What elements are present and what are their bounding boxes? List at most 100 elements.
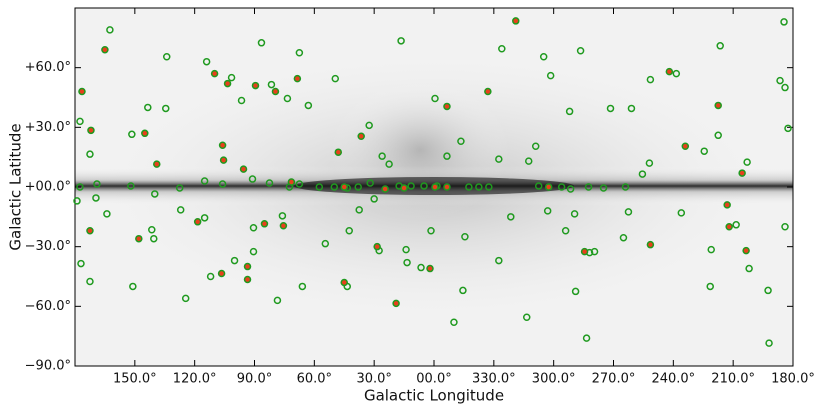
point xyxy=(176,206,185,214)
point xyxy=(73,197,81,205)
point xyxy=(193,218,202,226)
point xyxy=(239,165,248,173)
point xyxy=(571,287,580,296)
point xyxy=(531,142,540,150)
x-axis-label: Galactic Longitude xyxy=(364,387,504,405)
point xyxy=(287,178,296,186)
point xyxy=(283,94,292,103)
point xyxy=(370,195,378,203)
point xyxy=(150,234,158,243)
point xyxy=(151,190,159,198)
point xyxy=(218,180,227,188)
y-axis-label: Galactic Latitude xyxy=(7,123,25,250)
point xyxy=(257,39,266,47)
point xyxy=(127,182,135,190)
point xyxy=(402,245,410,254)
point xyxy=(200,214,209,222)
point xyxy=(443,102,451,111)
point xyxy=(543,207,552,215)
point xyxy=(599,184,608,192)
point xyxy=(700,147,708,155)
point xyxy=(76,183,84,191)
point xyxy=(381,185,389,193)
point xyxy=(407,182,415,190)
point xyxy=(590,247,599,256)
point xyxy=(355,206,363,214)
y-tick-label: +30.0° xyxy=(25,120,71,135)
point xyxy=(217,269,226,278)
point xyxy=(544,183,553,191)
point xyxy=(273,296,282,305)
point xyxy=(507,213,515,221)
point xyxy=(484,87,492,96)
y-tick-label: +60.0° xyxy=(25,60,71,75)
point xyxy=(161,104,170,113)
point xyxy=(706,282,714,291)
point xyxy=(373,242,381,251)
point xyxy=(627,104,636,113)
point xyxy=(443,152,451,160)
point xyxy=(580,247,589,256)
point xyxy=(249,224,258,232)
point xyxy=(461,232,469,241)
point xyxy=(576,47,585,55)
point xyxy=(265,179,274,187)
point xyxy=(539,52,548,61)
point xyxy=(400,184,408,192)
point xyxy=(340,278,348,287)
point xyxy=(378,152,386,160)
point xyxy=(417,263,425,272)
point xyxy=(365,121,373,130)
point xyxy=(524,157,533,165)
point xyxy=(495,256,503,265)
point xyxy=(103,210,111,218)
point xyxy=(784,124,792,133)
point xyxy=(345,227,353,235)
point xyxy=(745,264,753,273)
x-tick-label: 30.0° xyxy=(356,372,391,387)
point xyxy=(765,339,773,347)
point xyxy=(534,182,543,190)
point xyxy=(646,75,655,84)
point xyxy=(582,334,591,342)
point xyxy=(86,227,94,235)
x-tick-label: 120.0° xyxy=(173,372,217,387)
point xyxy=(781,223,789,231)
point xyxy=(619,233,628,242)
point xyxy=(638,170,647,178)
point xyxy=(385,160,393,168)
point xyxy=(129,282,137,291)
point xyxy=(153,160,161,168)
x-tick-label: 240.0° xyxy=(651,372,695,387)
point xyxy=(561,227,570,235)
point xyxy=(295,49,304,57)
point xyxy=(141,129,149,138)
point xyxy=(707,245,715,254)
point xyxy=(557,183,566,191)
point xyxy=(485,183,493,191)
point xyxy=(742,246,750,255)
y-tick-label: −90.0° xyxy=(25,359,71,374)
point xyxy=(714,101,722,110)
point xyxy=(206,272,215,281)
point xyxy=(77,259,85,268)
point xyxy=(781,83,789,92)
point xyxy=(475,183,483,191)
x-tick-label: 330.0° xyxy=(472,372,516,387)
point xyxy=(565,107,574,116)
point xyxy=(366,179,374,187)
point xyxy=(334,148,343,156)
point xyxy=(645,159,654,167)
point xyxy=(271,87,280,96)
point xyxy=(293,74,302,83)
point xyxy=(315,183,324,191)
point xyxy=(426,264,434,273)
point xyxy=(218,141,227,149)
point xyxy=(427,227,435,235)
point xyxy=(566,185,575,193)
point xyxy=(776,76,784,85)
point xyxy=(148,226,156,234)
point xyxy=(522,313,531,322)
point xyxy=(646,240,655,249)
